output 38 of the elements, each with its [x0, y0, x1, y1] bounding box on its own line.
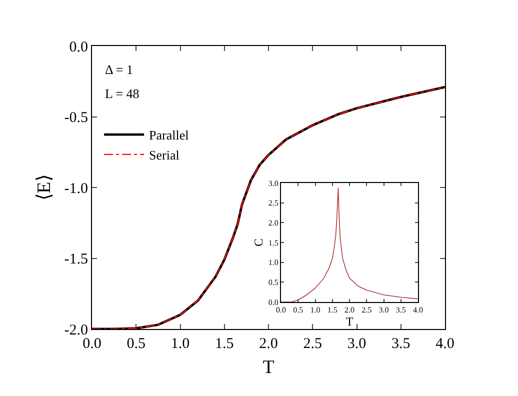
y-tick-label: -1.5 [64, 252, 88, 268]
x-tick-label: 3.0 [347, 336, 366, 352]
y-tick-label: 2.0 [268, 218, 278, 228]
annotation: L = 48 [105, 86, 140, 101]
y-tick-label: -1.0 [64, 180, 88, 197]
y-axis-title: ⟨E⟩ [34, 174, 56, 200]
y-tick-label: 0.0 [69, 39, 88, 56]
y-tick-label: 1.5 [268, 238, 278, 248]
x-tick-label: 2.0 [344, 306, 354, 315]
line-series [281, 187, 418, 302]
x-axis-title: T [262, 356, 275, 378]
legend-label: Parallel [149, 128, 190, 143]
y-tick-label: -0.5 [64, 110, 88, 126]
x-tick-label: 0.0 [276, 306, 286, 315]
y-tick-label: 0.0 [268, 298, 278, 307]
x-tick-label: 1.0 [170, 336, 190, 352]
x-tick-label: 2.5 [362, 306, 372, 315]
y-tick-label: 0.5 [268, 278, 278, 287]
x-tick-label: 1.0 [310, 306, 320, 315]
x-tick-label: 2.5 [303, 336, 322, 352]
x-tick-label: 4.0 [436, 336, 454, 352]
y-tick-label: 3.0 [268, 178, 278, 188]
y-axis-title: C [252, 238, 266, 247]
x-tick-label: 0.0 [82, 336, 102, 352]
x-tick-label: 3.0 [378, 306, 389, 315]
annotation: Δ = 1 [105, 62, 133, 77]
legend-label: Serial [149, 148, 180, 162]
x-tick-label: 3.5 [392, 336, 410, 352]
x-tick-label: 3.5 [396, 306, 406, 315]
y-tick-label: -2.0 [64, 322, 88, 338]
x-tick-label: 1.5 [215, 336, 234, 352]
y-tick-label: 1.0 [268, 258, 278, 268]
x-axis-title: T [346, 314, 354, 329]
x-tick-label: 0.5 [126, 336, 146, 352]
x-tick-label: 1.5 [327, 306, 338, 315]
x-tick-label: 0.5 [293, 306, 304, 315]
x-tick-label: 4.0 [413, 306, 423, 315]
y-tick-label: 2.5 [268, 198, 278, 208]
